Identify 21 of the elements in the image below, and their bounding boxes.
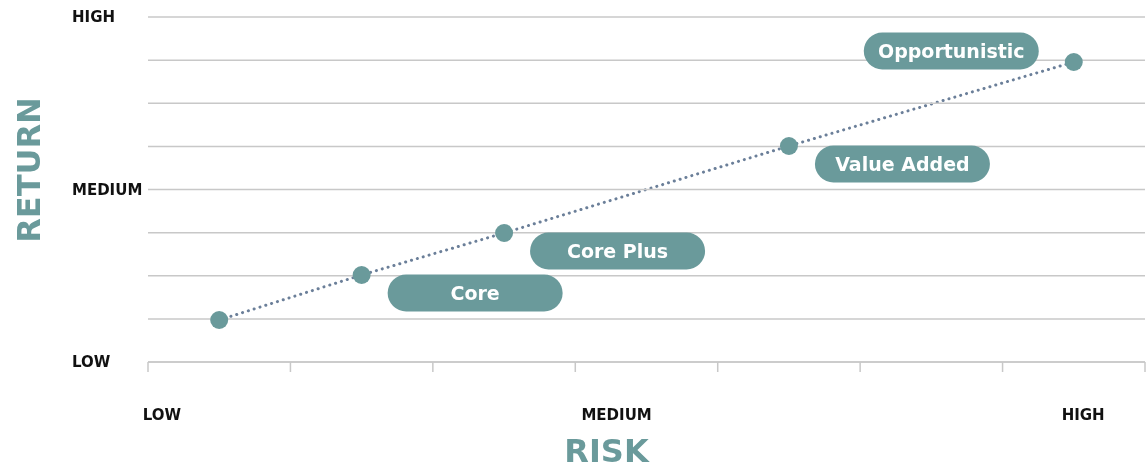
annotation: Opportunistic (877, 40, 1025, 62)
text: MEDIUM (72, 180, 143, 199)
text: HIGH (72, 8, 116, 26)
pill-label: Value Added (814, 145, 990, 183)
point (495, 224, 514, 242)
text: LOW (142, 406, 182, 424)
x-axis-title: RISK (564, 432, 650, 470)
text: LOW (72, 353, 111, 371)
annotation: Value Added (835, 153, 970, 175)
point (210, 311, 229, 329)
point (779, 137, 798, 155)
annotation: Core (450, 282, 500, 304)
annotation: Core Plus (566, 240, 669, 262)
pill-label: Opportunistic (863, 32, 1039, 70)
point (352, 266, 371, 284)
pill-label: Core (387, 274, 563, 312)
text: MEDIUM (581, 406, 652, 424)
text: HIGH (1061, 406, 1105, 424)
point (1064, 53, 1083, 71)
pill-label: Core Plus (530, 232, 706, 270)
y-axis-title: RETURN (10, 97, 48, 243)
